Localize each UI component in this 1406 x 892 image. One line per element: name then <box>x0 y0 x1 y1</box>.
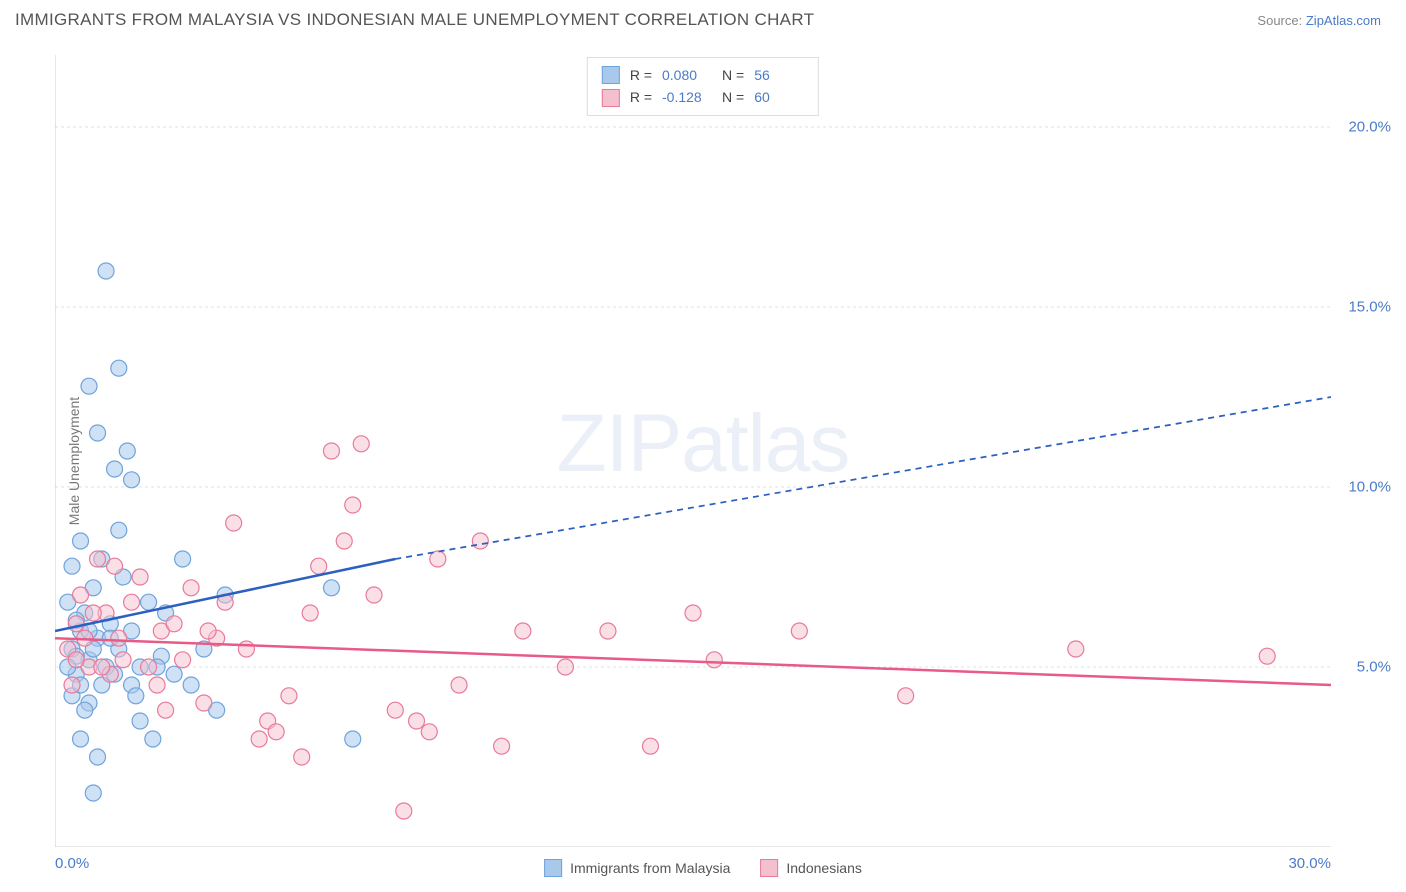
indonesia-swatch-icon <box>602 89 620 107</box>
malaysia-r-value: 0.080 <box>662 64 712 86</box>
legend-row-malaysia: R = 0.080 N = 56 <box>602 64 804 86</box>
malaysia-swatch-bottom-icon <box>544 859 562 877</box>
malaysia-n-value: 56 <box>754 64 804 86</box>
correlation-legend: R = 0.080 N = 56 R = -0.128 N = 60 <box>587 57 819 116</box>
indonesia-n-value: 60 <box>754 86 804 108</box>
y-tick-label: 20.0% <box>1348 119 1391 136</box>
scatter-plot <box>55 55 1331 847</box>
indonesia-swatch-bottom-icon <box>760 859 778 877</box>
source-link[interactable]: ZipAtlas.com <box>1306 13 1381 28</box>
y-tick-label: 15.0% <box>1348 299 1391 316</box>
legend-item-indonesia: Indonesians <box>760 859 862 877</box>
chart-container: Male Unemployment R = 0.080 N = 56 R = -… <box>15 45 1391 877</box>
source-attribution: Source: ZipAtlas.com <box>1257 13 1381 28</box>
legend-item-malaysia: Immigrants from Malaysia <box>544 859 730 877</box>
y-tick-label: 5.0% <box>1357 659 1391 676</box>
legend-row-indonesia: R = -0.128 N = 60 <box>602 86 804 108</box>
malaysia-swatch-icon <box>602 66 620 84</box>
series-legend: Immigrants from Malaysia Indonesians <box>544 859 862 877</box>
x-axis-max-label: 30.0% <box>1288 855 1331 872</box>
chart-title: IMMIGRANTS FROM MALAYSIA VS INDONESIAN M… <box>15 10 814 30</box>
y-tick-label: 10.0% <box>1348 479 1391 496</box>
x-axis-min-label: 0.0% <box>55 855 89 872</box>
indonesia-r-value: -0.128 <box>662 86 712 108</box>
